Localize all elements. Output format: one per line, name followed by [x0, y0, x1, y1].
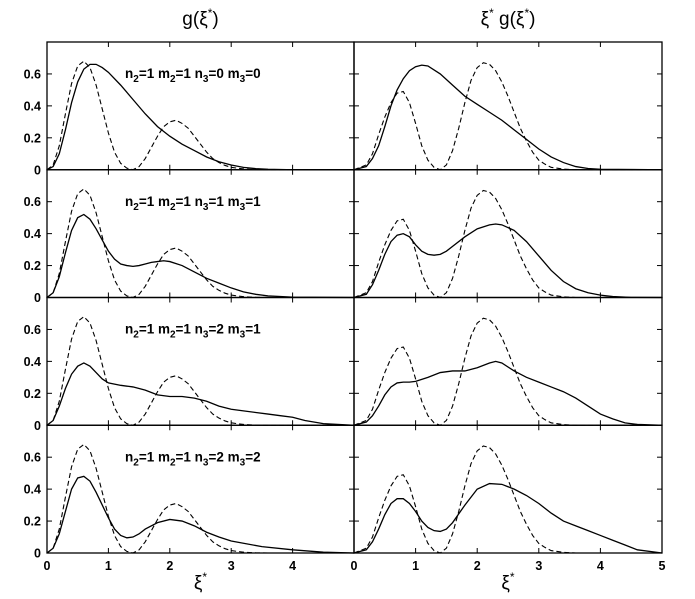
xtick-label: 3	[535, 559, 542, 573]
reference-curve-r3-left	[46, 315, 354, 426]
panel-frame-r3-left	[46, 296, 355, 426]
ytick-label: 0	[34, 163, 41, 177]
xtick-label: 5	[659, 559, 666, 573]
column-title-2: ξ* g(ξ*)	[481, 6, 536, 30]
panel-frame-r2-right	[353, 169, 663, 299]
reference-curve-r2-left	[46, 188, 354, 299]
reference-curve-r1-left	[46, 60, 354, 171]
reference-curve-r3-right	[353, 317, 662, 426]
ytick-label: 0.2	[24, 515, 41, 529]
xtick-label: 1	[105, 559, 112, 573]
series-curve-r2-right	[353, 223, 663, 299]
xtick-label: 2	[474, 559, 481, 573]
series-curve-r3-right	[353, 360, 663, 426]
panel-annotation-4: n2=1 m2=1 n3=2 m3=2	[125, 449, 261, 468]
series-curve-r3-left	[46, 362, 355, 426]
ytick-label: 0.6	[24, 195, 41, 209]
panel-frame-r2-left	[46, 169, 355, 299]
panel-frame-r1-left	[46, 41, 355, 171]
panel-frame-r4-left	[46, 424, 355, 554]
ytick-label: 0.4	[24, 227, 41, 241]
ytick-label: 0.4	[24, 355, 41, 369]
series-curve-r2-left	[46, 213, 355, 299]
panel-annotation-2: n2=1 m2=1 n3=1 m3=1	[125, 194, 261, 213]
ytick-label: 0.4	[24, 99, 41, 113]
ytick-label: 0.6	[24, 323, 41, 337]
ytick-label: 0	[34, 419, 41, 433]
reference-curve-r4-right	[353, 445, 662, 554]
ytick-label: 0	[34, 547, 41, 561]
panel-frame-r4-right	[353, 424, 663, 554]
xtick-label: 2	[166, 559, 173, 573]
reference-curve-r2-right	[353, 189, 662, 299]
series-curve-r1-left	[46, 63, 354, 171]
ytick-label: 0	[34, 291, 41, 305]
ytick-label: 0.6	[24, 67, 41, 81]
panel-annotation-3: n2=1 m2=1 n3=2 m3=1	[125, 322, 261, 341]
ytick-label: 0.2	[24, 259, 41, 273]
panel-frame-r3-right	[353, 296, 663, 426]
series-curve-r1-right	[353, 64, 663, 171]
xtick-label: 4	[597, 559, 604, 573]
x-axis-label: ξ*	[194, 570, 208, 594]
reference-curve-r4-left	[46, 443, 354, 554]
xtick-label: 3	[228, 559, 235, 573]
ytick-label: 0.2	[24, 131, 41, 145]
ytick-label: 0.6	[24, 451, 41, 465]
xtick-label: 0	[351, 559, 358, 573]
xtick-label: 0	[44, 559, 51, 573]
panel-frame-r1-right	[353, 41, 663, 171]
ytick-label: 0.2	[24, 387, 41, 401]
ytick-label: 0.4	[24, 483, 41, 497]
series-curve-r4-left	[46, 475, 355, 554]
x-axis-label: ξ*	[501, 570, 515, 594]
panel-annotation-1: n2=1 m2=1 n3=0 m3=0	[125, 66, 261, 85]
xtick-label: 1	[412, 559, 419, 573]
reference-curve-r1-right	[353, 62, 662, 171]
xtick-label: 4	[289, 559, 296, 573]
column-title-1: g(ξ*)	[182, 6, 218, 30]
series-curve-r4-right	[353, 482, 663, 554]
